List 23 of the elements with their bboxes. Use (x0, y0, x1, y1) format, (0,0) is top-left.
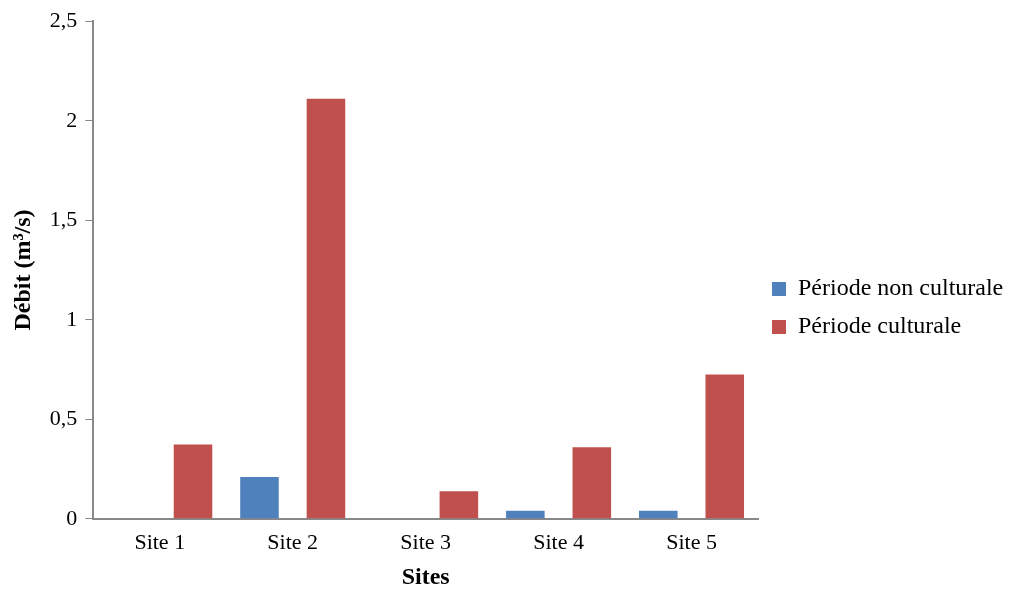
y-tick-label: 2,5 (49, 6, 78, 32)
legend-label: Période culturale (798, 312, 962, 339)
x-tick-label: Site 1 (134, 528, 186, 554)
bar (639, 510, 678, 519)
x-tick-label: Site 2 (267, 528, 319, 554)
legend-label: Période non culturale (798, 274, 1004, 301)
y-tick-label: 1 (66, 305, 78, 331)
bar (506, 510, 545, 519)
y-tick-label: 0,5 (49, 405, 78, 431)
bar (173, 444, 213, 519)
y-tick-label: 2 (66, 106, 78, 132)
x-axis-title: Sites (401, 562, 450, 589)
bar (240, 477, 279, 519)
bar (439, 491, 479, 519)
x-tick-label: Site 5 (666, 528, 717, 554)
x-tick-label: Site 4 (533, 528, 584, 554)
y-axis-title: Débit (m³/s) (8, 209, 35, 331)
y-tick-label: 0 (66, 504, 78, 530)
bar (306, 98, 346, 519)
bar (572, 447, 612, 519)
x-tick-label: Site 3 (400, 528, 452, 554)
y-tick-label: 1,5 (49, 206, 78, 232)
bar (705, 374, 745, 519)
